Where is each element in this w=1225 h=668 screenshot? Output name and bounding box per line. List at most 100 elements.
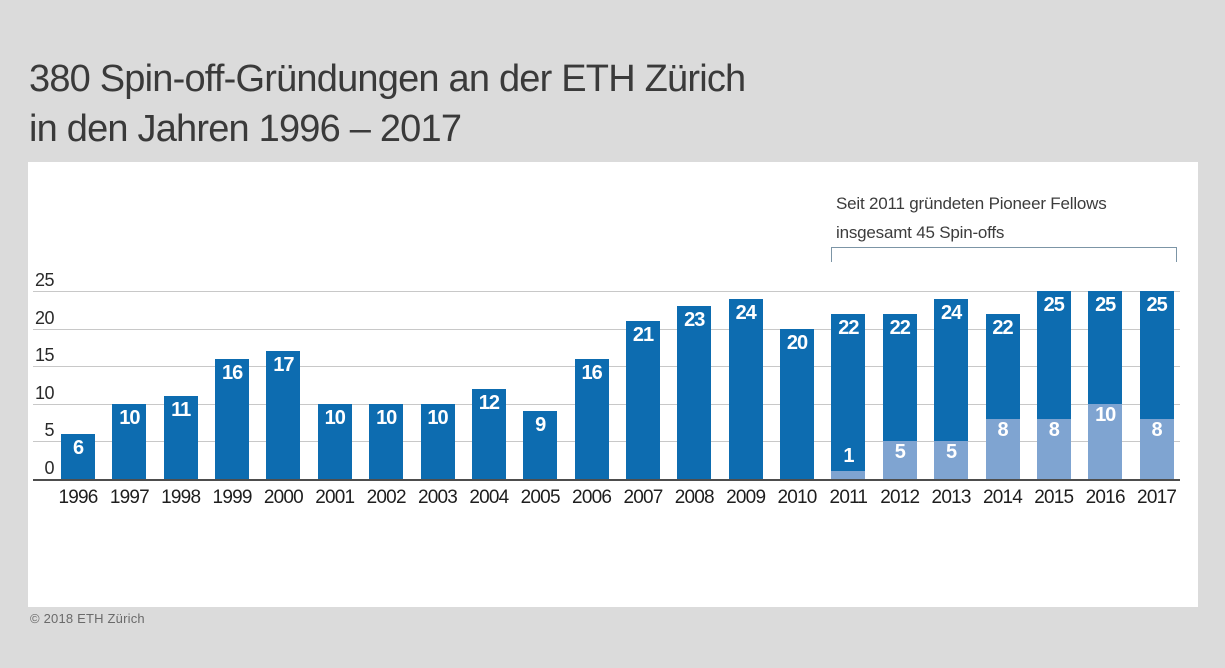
- x-label-2001: 2001: [315, 487, 355, 508]
- bar-total-label-2003: 10: [427, 406, 448, 429]
- bar-pioneer-label-2014: 8: [997, 418, 1008, 441]
- x-label-2017: 2017: [1137, 487, 1177, 508]
- chart-title-line2: in den Jahren 1996 – 2017: [29, 108, 462, 150]
- x-label-2011: 2011: [829, 487, 868, 508]
- pioneer-bracket: [831, 247, 1177, 262]
- y-tick-label-20: 20: [34, 307, 55, 328]
- bar-total-label-2012: 22: [889, 316, 911, 339]
- bar-2013: 24 5: [934, 298, 969, 479]
- bar-1996: 6: [61, 433, 95, 479]
- y-tick-label-10: 10: [34, 382, 55, 403]
- chart-panel: Seit 2011 gründeten Pioneer Fellows insg…: [28, 162, 1198, 607]
- gridline-20: [33, 328, 1180, 330]
- bar-total-label-1997: 10: [119, 406, 140, 429]
- bar-total-label-2007: 21: [632, 324, 654, 347]
- bar-pioneer-segment-2017: [1139, 418, 1174, 479]
- bar-total-label-2015: 25: [1043, 294, 1065, 316]
- bar-pioneer-label-2011: 1: [843, 445, 854, 468]
- bar-pioneer-label-2017: 8: [1151, 418, 1163, 441]
- x-label-2014: 2014: [982, 487, 1023, 508]
- bar-total-label-2014: 22: [992, 316, 1013, 339]
- y-tick-label-5: 5: [44, 420, 54, 441]
- x-axis-line: [33, 479, 1180, 481]
- bar-total-label-1999: 16: [221, 361, 243, 384]
- bar-2001: 10: [317, 403, 352, 479]
- bar-total-label-1998: 11: [171, 399, 191, 422]
- x-label-2002: 2002: [366, 487, 407, 508]
- x-label-2006: 2006: [572, 487, 612, 508]
- chart-title-line1: 380 Spin-off-Gründungen an der ETH Züric…: [29, 58, 746, 100]
- plot-area: 0 5 10 15 20 25 6 1996 10 1997 11 1998 16 1999 17 2000 1…: [28, 162, 1198, 607]
- bar-total-label-2011: 22: [838, 316, 859, 339]
- bar-pioneer-segment-2016: [1088, 403, 1123, 479]
- copyright-note: © 2018 ETH Zürich: [30, 611, 145, 626]
- x-label-1997: 1997: [109, 487, 150, 508]
- x-label-2012: 2012: [880, 487, 920, 508]
- bar-2004: 12: [471, 388, 506, 479]
- bar-2011: 22 1: [831, 313, 866, 479]
- x-label-2005: 2005: [520, 487, 561, 508]
- x-label-2010: 2010: [777, 487, 817, 508]
- bar-pioneer-label-2016: 10: [1095, 403, 1116, 426]
- bar-pioneer-segment-2011: [831, 471, 866, 479]
- bar-1998: 11: [163, 396, 198, 479]
- bar-pioneer-segment-2015: [1036, 418, 1071, 479]
- y-tick-label-0: 0: [44, 458, 54, 478]
- x-label-2007: 2007: [623, 487, 663, 508]
- x-label-1999: 1999: [212, 487, 253, 508]
- bar-2007: 21: [626, 321, 660, 479]
- bar-2003: 10: [420, 403, 455, 479]
- bar-total-label-2002: 10: [376, 406, 397, 429]
- bar-pioneer-segment-2013: [934, 441, 969, 479]
- bar-pioneer-segment-2014: [985, 418, 1020, 479]
- bar-total-label-2016: 25: [1095, 294, 1116, 316]
- x-label-1996: 1996: [58, 487, 98, 508]
- bar-total-label-1996: 6: [72, 436, 84, 459]
- bar-2016: 25 10: [1088, 291, 1123, 479]
- bar-total-label-2001: 10: [324, 406, 346, 429]
- bar-total-label-2013: 24: [940, 301, 962, 324]
- bar-pioneer-segment-2012: [882, 441, 917, 479]
- x-label-2016: 2016: [1085, 487, 1126, 508]
- x-label-2013: 2013: [931, 487, 972, 508]
- bar-2008: 23: [677, 306, 712, 479]
- gridline-25: [33, 291, 1180, 292]
- bar-2002: 10: [369, 403, 404, 479]
- bar-total-label-2009: 24: [735, 301, 757, 324]
- bar-total-label-2010: 20: [786, 331, 808, 354]
- chart-title: 380 Spin-off-Gründungen an der ETH Züric…: [29, 54, 746, 154]
- bar-total-label-2000: 17: [273, 354, 294, 377]
- bar-2006: 16: [574, 358, 609, 479]
- bar-total-label-2008: 23: [684, 309, 705, 331]
- bar-pioneer-label-2015: 8: [1048, 418, 1060, 441]
- pioneer-annotation-line2: insgesamt 45 Spin-offs: [836, 223, 1005, 242]
- y-tick-label-25: 25: [34, 270, 55, 290]
- bar-2015: 25 8: [1036, 291, 1071, 479]
- x-label-2000: 2000: [263, 487, 304, 508]
- x-label-2009: 2009: [726, 487, 766, 508]
- x-label-1998: 1998: [161, 487, 201, 508]
- bar-2000: 17: [266, 351, 301, 479]
- pioneer-annotation: Seit 2011 gründeten Pioneer Fellows insg…: [836, 189, 1107, 247]
- bar-2009: 24: [728, 298, 763, 479]
- bar-2017: 25 8: [1139, 291, 1174, 479]
- bar-1999: 16: [215, 358, 250, 479]
- x-label-2004: 2004: [469, 487, 509, 508]
- bar-total-label-2006: 16: [581, 361, 602, 384]
- y-tick-label-15: 15: [34, 345, 55, 366]
- bar-pioneer-label-2012: 5: [894, 441, 906, 464]
- x-label-2008: 2008: [674, 487, 715, 508]
- pioneer-annotation-line1: Seit 2011 gründeten Pioneer Fellows: [836, 194, 1107, 213]
- bar-pioneer-label-2013: 5: [946, 441, 957, 464]
- bar-2005: 9: [523, 411, 558, 479]
- bar-total-label-2004: 12: [478, 391, 500, 414]
- bar-2012: 22 5: [882, 313, 917, 479]
- x-label-2015: 2015: [1034, 487, 1074, 508]
- bar-1997: 10: [112, 403, 147, 479]
- bar-total-label-2017: 25: [1146, 294, 1167, 316]
- bar-2014: 22 8: [985, 313, 1020, 479]
- x-label-2003: 2003: [417, 487, 458, 508]
- bar-total-label-2005: 9: [535, 414, 546, 437]
- bar-2010: 20: [780, 328, 814, 479]
